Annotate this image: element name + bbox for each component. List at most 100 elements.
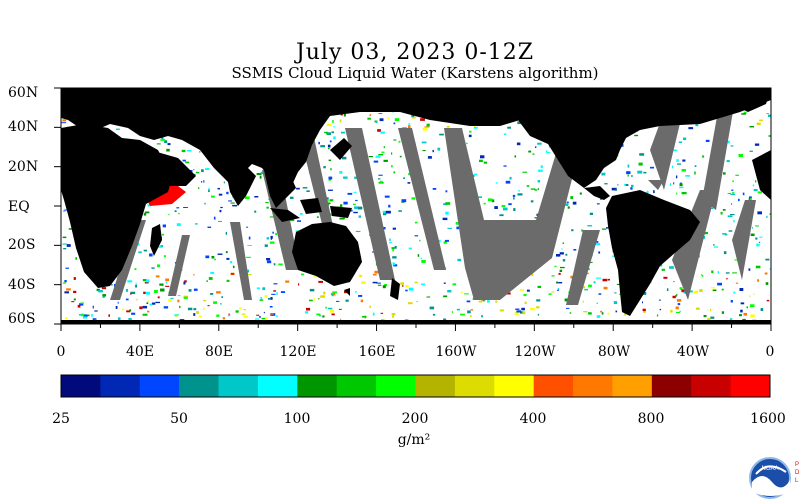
cloud-water-pixel xyxy=(343,201,348,205)
cloud-water-pixel xyxy=(207,305,210,307)
cloud-water-pixel xyxy=(269,306,273,308)
cloud-water-pixel xyxy=(156,143,161,145)
cloud-water-pixel xyxy=(389,238,391,242)
cloud-water-pixel xyxy=(522,311,526,315)
cloud-water-pixel xyxy=(135,284,137,288)
cloud-water-pixel xyxy=(137,242,140,246)
cloud-water-pixel xyxy=(403,177,405,179)
cloud-water-pixel xyxy=(378,174,383,176)
cloud-water-pixel xyxy=(327,307,333,310)
cloud-water-pixel xyxy=(460,313,465,316)
cloud-water-pixel xyxy=(266,258,271,261)
cloud-water-pixel xyxy=(278,263,283,266)
cloud-water-pixel xyxy=(147,310,150,313)
cloud-water-pixel xyxy=(213,301,217,304)
cloud-water-pixel xyxy=(537,188,539,191)
cloud-water-pixel xyxy=(344,290,348,294)
colorbar-swatch xyxy=(415,375,456,397)
cloud-water-pixel xyxy=(442,217,448,221)
cloud-water-pixel xyxy=(338,308,342,310)
cloud-water-pixel xyxy=(701,274,703,276)
cloud-water-pixel xyxy=(146,279,150,283)
cloud-water-pixel xyxy=(501,205,506,208)
cloud-water-pixel xyxy=(66,244,71,247)
cloud-water-pixel xyxy=(255,318,260,320)
cloud-water-pixel xyxy=(676,299,682,302)
cloud-water-pixel xyxy=(661,268,666,271)
cloud-water-pixel xyxy=(494,206,498,209)
cloud-water-pixel xyxy=(749,304,755,308)
lon-label-40w: 40W xyxy=(676,344,710,360)
colorbar-frame xyxy=(60,374,771,398)
cloud-water-pixel xyxy=(499,214,504,217)
cloud-water-pixel xyxy=(595,243,600,245)
cloud-water-pixel xyxy=(749,150,753,152)
cloud-water-pixel xyxy=(318,141,320,145)
cloud-water-pixel xyxy=(499,309,504,312)
cloud-water-pixel xyxy=(631,175,633,177)
cloud-water-pixel xyxy=(116,128,120,130)
cloud-water-pixel xyxy=(495,300,498,303)
cloud-water-pixel xyxy=(757,279,760,282)
cloud-water-pixel xyxy=(269,216,275,218)
cloud-water-pixel xyxy=(329,140,332,143)
cloud-water-pixel xyxy=(682,159,686,162)
cloud-water-pixel xyxy=(353,211,358,214)
cloud-water-pixel xyxy=(392,315,394,318)
cloud-water-pixel xyxy=(685,175,690,177)
cloud-water-pixel xyxy=(675,295,677,298)
cloud-water-pixel xyxy=(513,208,516,211)
cloud-water-pixel xyxy=(228,200,232,202)
cloud-water-pixel xyxy=(723,172,726,175)
cloud-water-pixel xyxy=(94,310,98,312)
cloud-water-pixel xyxy=(64,317,68,319)
cloud-water-pixel xyxy=(537,285,542,288)
cloud-water-pixel xyxy=(607,312,610,315)
cloud-water-pixel xyxy=(726,277,728,280)
cloud-water-pixel xyxy=(377,284,382,286)
cloud-water-pixel xyxy=(584,288,588,291)
cloud-water-pixel xyxy=(393,139,397,141)
cloud-water-pixel xyxy=(342,156,347,160)
cloud-water-pixel xyxy=(270,235,273,239)
cloud-water-pixel xyxy=(765,282,769,285)
cloud-water-pixel xyxy=(702,155,705,158)
cloud-water-pixel xyxy=(161,136,164,140)
cloud-water-pixel xyxy=(755,225,759,227)
cloud-water-pixel xyxy=(62,119,67,122)
cloud-water-pixel xyxy=(117,317,121,320)
cloud-water-pixel xyxy=(373,160,379,163)
cloud-water-pixel xyxy=(520,288,524,291)
colorbar-swatch xyxy=(612,375,653,397)
cloud-water-pixel xyxy=(432,188,437,190)
cloud-water-pixel xyxy=(734,259,738,261)
colorbar-swatch xyxy=(494,375,535,397)
cloud-water-pixel xyxy=(508,203,512,206)
cloud-water-pixel xyxy=(327,189,333,191)
cloud-water-pixel xyxy=(545,150,548,153)
cloud-water-pixel xyxy=(506,292,511,295)
cloud-water-pixel xyxy=(183,281,186,285)
cloud-water-pixel xyxy=(615,310,618,313)
cloud-water-pixel xyxy=(211,256,215,259)
cloud-water-pixel xyxy=(679,183,683,187)
cloud-water-pixel xyxy=(596,277,601,279)
cloud-water-pixel xyxy=(732,272,737,274)
cloud-water-pixel xyxy=(300,213,303,215)
lon-label-80e: 80E xyxy=(204,344,234,360)
cloud-water-pixel xyxy=(391,247,395,250)
cloud-water-pixel xyxy=(380,131,385,134)
cloud-water-pixel xyxy=(158,246,163,248)
cloud-water-pixel xyxy=(408,123,411,125)
cloud-water-pixel xyxy=(524,301,527,304)
cloud-water-pixel xyxy=(83,314,88,317)
cloud-water-pixel xyxy=(155,275,160,278)
cloud-water-pixel xyxy=(128,318,132,321)
cloud-water-pixel xyxy=(394,245,397,249)
cloud-water-pixel xyxy=(389,242,392,244)
cloud-water-pixel xyxy=(741,113,746,115)
cloud-water-pixel xyxy=(711,270,714,274)
cloud-water-pixel xyxy=(537,313,540,316)
cloud-water-pixel xyxy=(162,224,166,228)
cloud-water-pixel xyxy=(378,113,383,114)
